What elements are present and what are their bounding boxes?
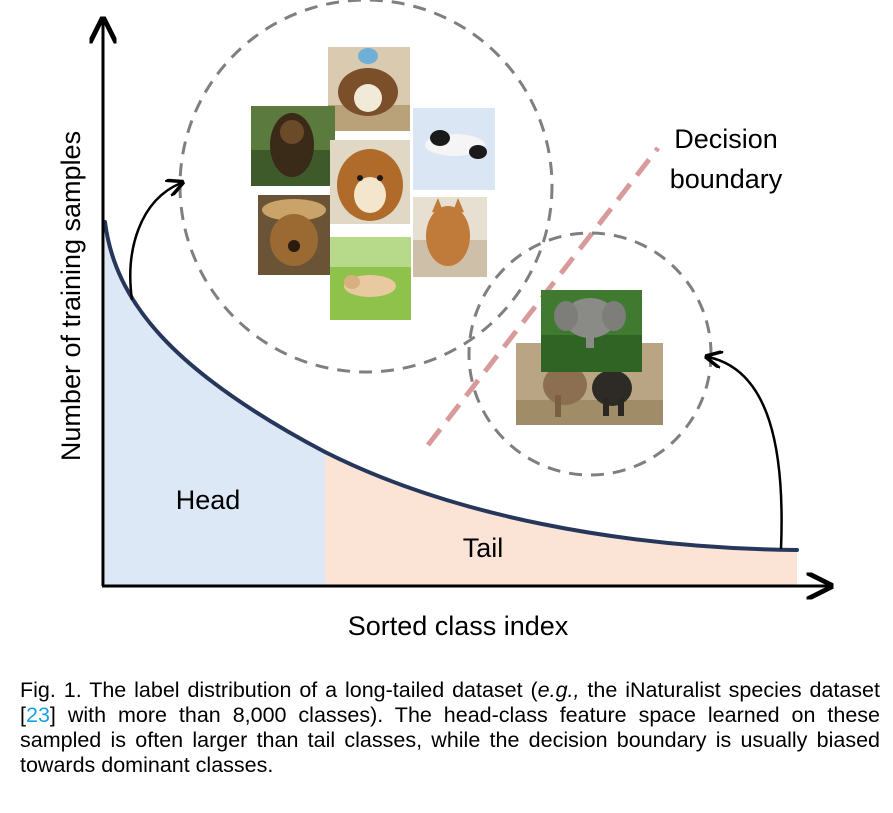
dog-icon — [258, 195, 330, 275]
tail-image-cluster — [516, 290, 663, 425]
dog-icon — [330, 237, 411, 320]
caption-text-3: ] with more than 8,000 classes). The hea… — [20, 703, 880, 777]
head-image-cluster — [251, 47, 495, 320]
caption-reference-link[interactable]: 23 — [25, 703, 50, 727]
decision-boundary-label-line-1: Decision — [674, 124, 778, 154]
x-axis-label: Sorted class index — [348, 611, 569, 641]
distribution-curve — [103, 220, 799, 552]
figure-caption: Fig. 1. The label distribution of a long… — [20, 678, 880, 778]
head-curl-arrow — [129, 183, 181, 301]
caption-eg: e.g., — [537, 678, 580, 702]
dog-icon — [251, 106, 335, 186]
elephant-icon — [541, 290, 642, 372]
long-tail-diagram: Number of training samples Sorted class … — [56, 0, 893, 641]
caption-fig-label: Fig. 1. — [20, 678, 82, 702]
head-region — [105, 222, 325, 585]
tail-label: Tail — [463, 533, 504, 563]
dog-icon — [413, 197, 487, 277]
caption-text-1: The label distribution of a long-tailed … — [89, 678, 538, 702]
dog-icon — [413, 108, 495, 190]
dog-icon — [330, 140, 410, 224]
head-label: Head — [176, 485, 241, 515]
tail-region — [325, 452, 797, 585]
tail-curl-arrow — [708, 357, 783, 550]
dog-icon — [328, 47, 410, 131]
y-axis-label: Number of training samples — [56, 131, 86, 461]
caption-text-2: the iNaturalist species dataset [ — [20, 678, 880, 727]
decision-boundary-label-line-2: boundary — [670, 164, 783, 194]
